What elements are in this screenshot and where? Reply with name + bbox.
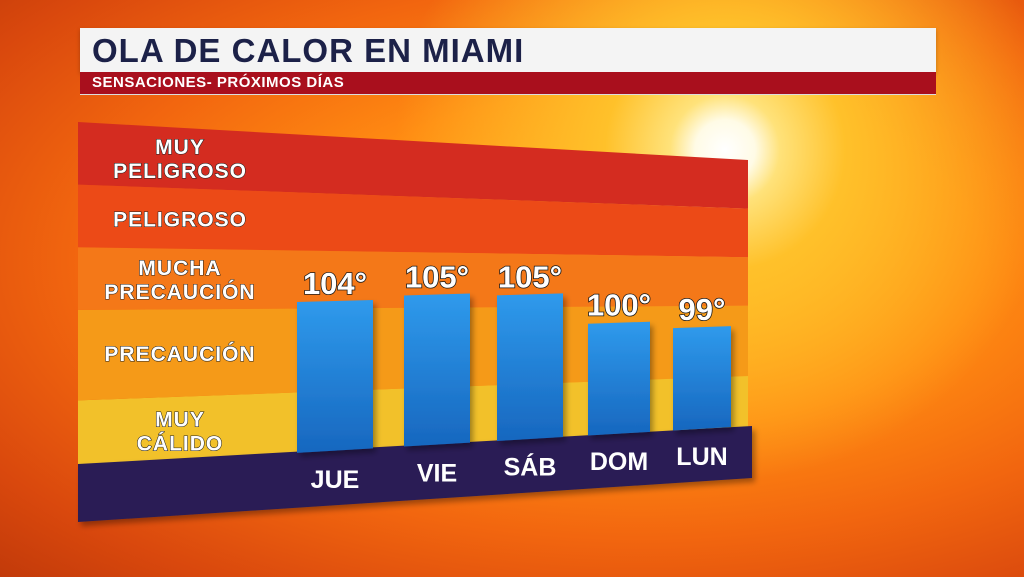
- category-label: JUE: [311, 466, 360, 494]
- risk-band-label: PRECAUCIÓN: [104, 341, 255, 366]
- category-label: DOM: [590, 448, 648, 476]
- bar: [497, 293, 563, 441]
- bars: [297, 293, 731, 453]
- risk-band-label: PELIGROSO: [113, 208, 247, 232]
- bar: [404, 293, 470, 447]
- risk-band-label-line: MUY: [155, 408, 205, 431]
- risk-band-label-line: MUY: [155, 136, 205, 159]
- risk-band: [78, 247, 748, 310]
- risk-band-label-line: MUCHA: [138, 257, 221, 280]
- risk-band-label-line: PELIGROSO: [113, 160, 247, 183]
- risk-band-label-line: PELIGROSO: [113, 209, 247, 232]
- bar: [673, 326, 731, 431]
- risk-band: [78, 184, 748, 258]
- chart-base: [78, 426, 752, 522]
- subtitle-bar: SENSACIONES- PRÓXIMOS DÍAS: [80, 72, 936, 95]
- category-label: LUN: [676, 443, 727, 471]
- chart-base-strip: [78, 426, 752, 522]
- chart-subtitle: SENSACIONES- PRÓXIMOS DÍAS: [92, 74, 345, 91]
- data-label: 105°: [498, 259, 562, 294]
- risk-band-label-line: CÁLIDO: [137, 432, 224, 455]
- data-label: 104°: [303, 266, 367, 301]
- labels: MUYCÁLIDOPRECAUCIÓNMUCHAPRECAUCIÓNPELIGR…: [104, 135, 728, 494]
- bar: [297, 299, 373, 453]
- bar: [588, 321, 650, 436]
- data-label: 105°: [405, 259, 469, 294]
- chart-title: OLA DE CALOR EN MIAMI: [92, 32, 525, 69]
- risk-band-label-line: PRECAUCIÓN: [104, 342, 255, 366]
- risk-band: [78, 122, 748, 209]
- title-bar: OLA DE CALOR EN MIAMI: [80, 28, 936, 72]
- category-label: VIE: [417, 459, 457, 487]
- category-label: SÁB: [504, 453, 557, 482]
- risk-band-label-line: PRECAUCIÓN: [104, 280, 255, 304]
- data-label: 100°: [587, 288, 651, 323]
- data-label: 99°: [679, 292, 726, 327]
